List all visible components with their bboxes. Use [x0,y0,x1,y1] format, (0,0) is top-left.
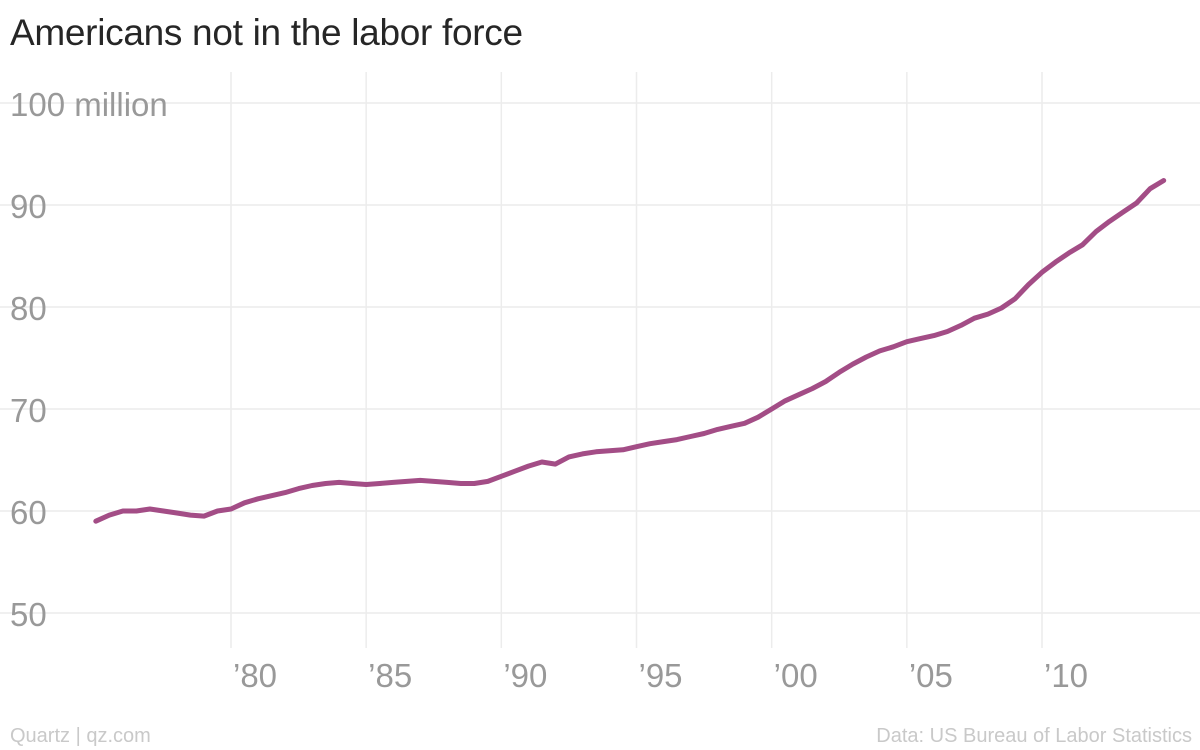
x-tick-label: ’00 [774,657,818,694]
x-tick-label: ’95 [639,657,683,694]
series-layer [93,178,1167,524]
y-axis-labels: 50 60 70 80 90 100 million [10,86,168,633]
x-tick-label: ’05 [909,657,953,694]
x-gridlines [230,72,1043,648]
source-text: Data: US Bureau of Labor Statistics [876,725,1192,747]
y-gridlines [0,102,1200,614]
x-axis-labels: ’80 ’85 ’90 ’95 ’00 ’05 ’10 [233,657,1088,694]
chart-title: Americans not in the labor force [10,12,523,53]
y-tick-label: 80 [10,290,47,327]
y-tick-label: 50 [10,596,47,633]
x-tick-label: ’85 [368,657,412,694]
y-tick-label: 90 [10,188,47,225]
x-tick-label: ’90 [503,657,547,694]
y-tick-label: 70 [10,392,47,429]
y-tick-label: 100 million [10,86,168,123]
credit-text: Quartz | qz.com [10,725,151,747]
x-tick-label: ’10 [1044,657,1088,694]
series-line [93,178,1167,524]
x-tick-label: ’80 [233,657,277,694]
y-tick-label: 60 [10,494,47,531]
